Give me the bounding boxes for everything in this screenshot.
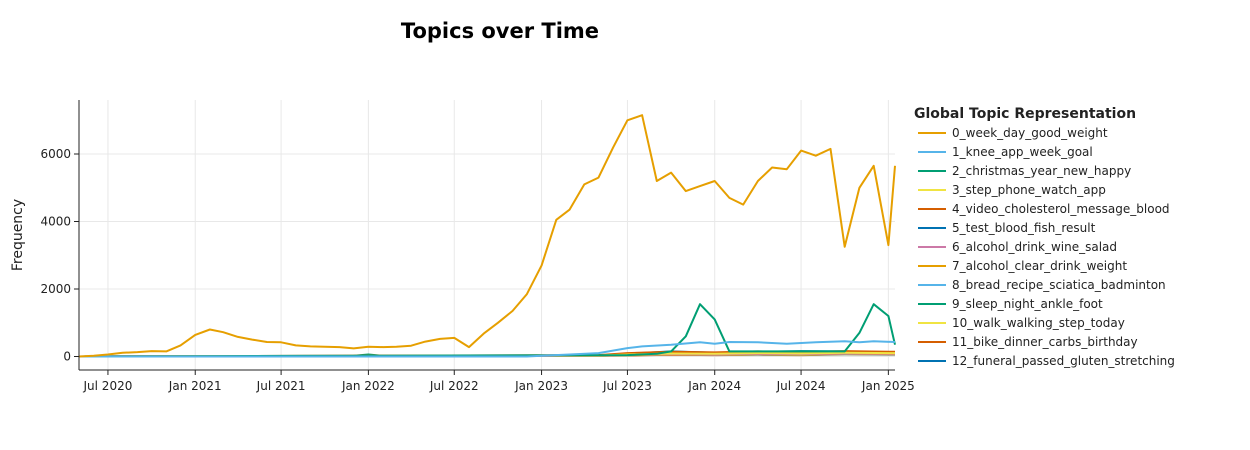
legend-label: 10_walk_walking_step_today (952, 316, 1125, 330)
y-tick-label: 6000 (40, 147, 71, 161)
y-tick-label: 0 (63, 350, 71, 364)
legend-label: 6_alcohol_drink_wine_salad (952, 240, 1117, 254)
legend-label: 1_knee_app_week_goal (952, 145, 1093, 159)
x-tick-label: Jul 2021 (256, 379, 306, 393)
chart-title: Topics over Time (401, 19, 599, 43)
legend-label: 2_christmas_year_new_happy (952, 164, 1131, 178)
legend-label: 8_bread_recipe_sciatica_badminton (952, 278, 1166, 292)
legend-label: 7_alcohol_clear_drink_weight (952, 259, 1127, 273)
x-tick-label: Jan 2024 (687, 379, 741, 393)
x-tick-label: Jul 2023 (602, 379, 652, 393)
series-line-1 (79, 340, 896, 358)
x-tick-label: Jan 2025 (861, 379, 915, 393)
x-tick-label: Jul 2024 (776, 379, 826, 393)
legend-label: 0_week_day_good_weight (952, 126, 1108, 140)
y-tick-label: 2000 (40, 282, 71, 296)
legend-label: 5_test_blood_fish_result (952, 221, 1096, 235)
legend-label: 11_bike_dinner_carbs_birthday (952, 335, 1138, 349)
series-layer (78, 114, 896, 358)
y-tick-label: 4000 (40, 215, 71, 229)
series-line-0 (78, 114, 896, 358)
grid-lines (79, 100, 895, 370)
legend-items: 0_week_day_good_weight 1_knee_app_week_go… (918, 126, 1175, 368)
legend-label: 12_funeral_passed_gluten_stretching (952, 354, 1175, 368)
x-axis-ticks: Jul 2020 Jan 2021 Jul 2021 Jan 2022 Jul 2022… (83, 370, 915, 393)
legend-label: 9_sleep_night_ankle_foot (952, 297, 1103, 311)
legend-title: Global Topic Representation (914, 106, 1136, 122)
x-tick-label: Jul 2022 (429, 379, 479, 393)
y-axis-ticks: 0 2000 4000 6000 (40, 147, 79, 364)
x-tick-label: Jan 2023 (514, 379, 568, 393)
x-tick-label: Jan 2021 (168, 379, 222, 393)
legend-label: 4_video_cholesterol_message_blood (952, 202, 1170, 216)
series-line-2 (78, 303, 896, 358)
legend-label: 3_step_phone_watch_app (952, 183, 1106, 197)
legend: Global Topic Representation 0_week_day_g… (914, 106, 1175, 368)
x-tick-label: Jul 2020 (83, 379, 133, 393)
axes (78, 100, 895, 371)
y-axis-label: Frequency (10, 199, 26, 271)
x-tick-label: Jan 2022 (341, 379, 395, 393)
